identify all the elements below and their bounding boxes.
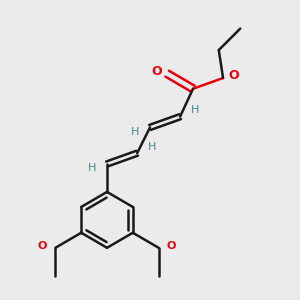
Text: O: O xyxy=(229,69,239,82)
Text: O: O xyxy=(167,241,176,250)
Text: H: H xyxy=(131,127,139,137)
Text: O: O xyxy=(151,65,162,78)
Text: H: H xyxy=(191,105,199,115)
Text: H: H xyxy=(88,163,96,173)
Text: O: O xyxy=(38,241,47,250)
Text: H: H xyxy=(148,142,156,152)
